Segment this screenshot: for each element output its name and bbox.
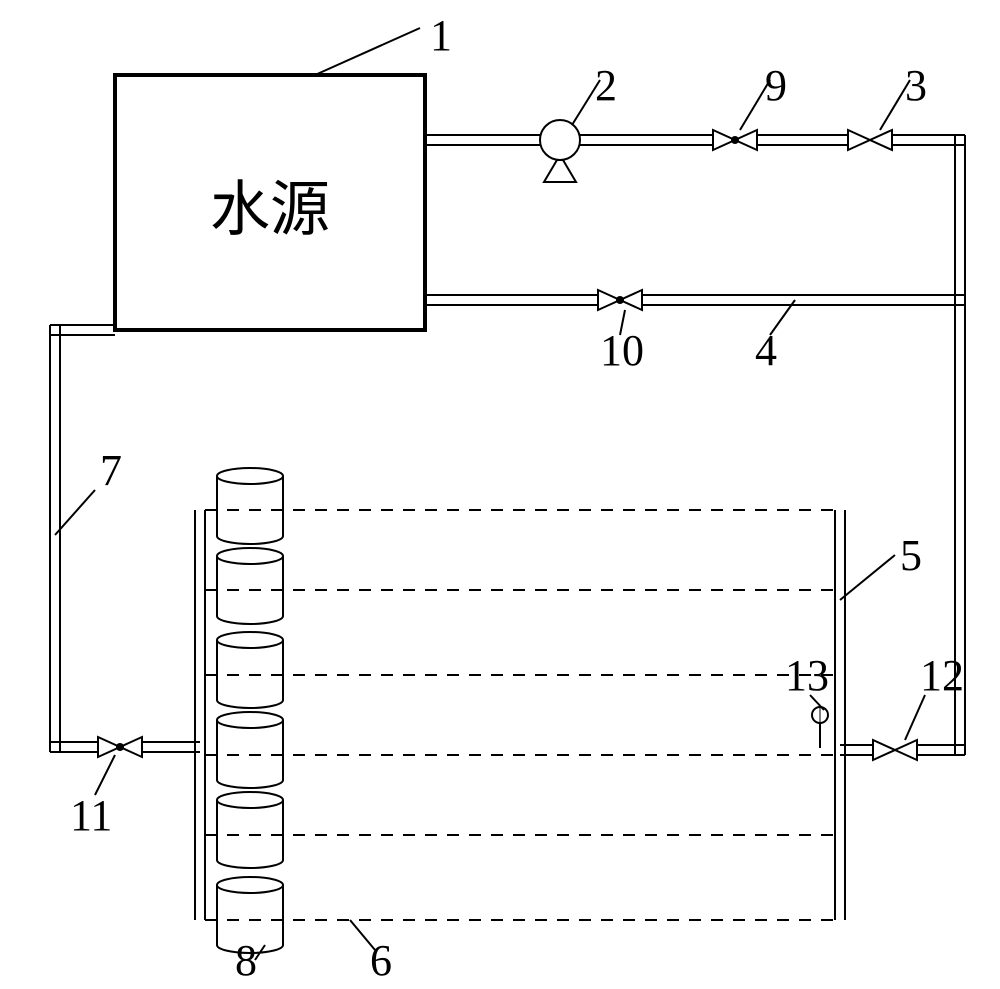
valve-symbol	[848, 130, 892, 150]
valve-symbol	[873, 740, 917, 760]
cylinder	[217, 632, 283, 708]
cylinder	[217, 712, 283, 788]
water-source-label: 水源	[210, 177, 330, 243]
valve-symbol	[598, 290, 642, 310]
callout-label-13: 13	[785, 651, 829, 700]
callout-label-4: 4	[755, 326, 777, 375]
leader-line	[315, 28, 420, 75]
cylinder	[217, 548, 283, 624]
cylinder	[217, 792, 283, 868]
callout-label-1: 1	[430, 11, 452, 60]
callout-label-11: 11	[70, 791, 112, 840]
piping-diagram: 水源12345678910111213	[0, 0, 1000, 989]
callout-label-8: 8	[235, 936, 257, 985]
cylinder	[217, 468, 283, 544]
valve-symbol	[98, 737, 142, 757]
callout-label-12: 12	[920, 651, 964, 700]
pump-symbol	[540, 120, 580, 160]
callout-label-6: 6	[370, 936, 392, 985]
callout-label-9: 9	[765, 61, 787, 110]
leader-line	[95, 755, 115, 795]
leader-line	[840, 555, 895, 600]
callout-label-5: 5	[900, 531, 922, 580]
callout-label-7: 7	[100, 446, 122, 495]
callout-label-2: 2	[595, 61, 617, 110]
callout-label-10: 10	[600, 326, 644, 375]
valve-symbol	[713, 130, 757, 150]
callout-label-3: 3	[905, 61, 927, 110]
leader-line	[905, 695, 925, 740]
